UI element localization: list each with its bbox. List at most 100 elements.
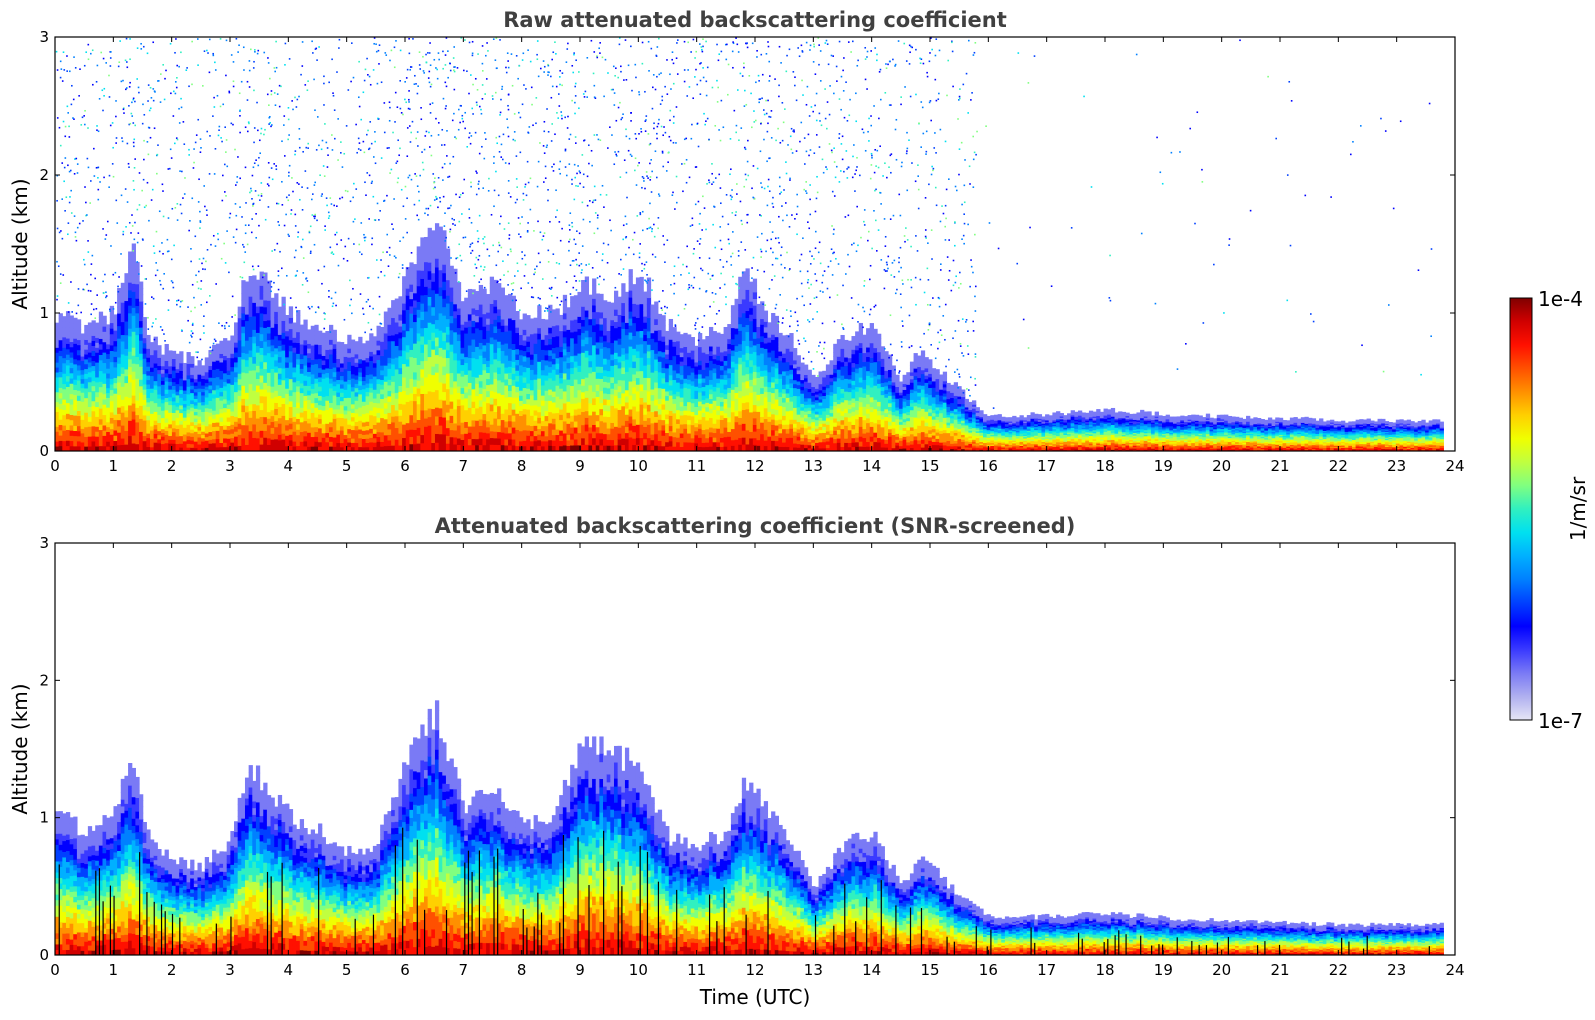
heatmap-cell	[372, 349, 378, 355]
heatmap-cell	[369, 446, 374, 451]
heatmap-cell	[566, 406, 571, 413]
heatmap-cell	[303, 370, 308, 376]
heatmap-cell	[226, 361, 231, 367]
heatmap-cell	[354, 404, 359, 410]
heatmap-cell	[420, 237, 425, 247]
heatmap-cell	[69, 315, 74, 322]
heatmap-cell	[179, 443, 184, 448]
heatmap-cell	[471, 413, 476, 421]
heatmap-cell	[347, 424, 352, 430]
heatmap-cell	[413, 393, 418, 402]
heatmap-cell	[307, 334, 312, 340]
heatmap-cell	[255, 306, 261, 314]
heatmap-cell	[497, 360, 502, 368]
heatmap-cell	[128, 335, 133, 345]
heatmap-cell	[160, 410, 166, 415]
heatmap-cell	[650, 310, 655, 317]
heatmap-cell	[369, 383, 374, 389]
heatmap-cell	[215, 417, 220, 423]
heatmap-cell	[690, 420, 695, 426]
heatmap-cell	[204, 397, 210, 402]
heatmap-cell	[193, 428, 199, 432]
heatmap-cell	[416, 403, 421, 413]
heatmap-cell	[244, 320, 250, 328]
heatmap-cell	[738, 424, 743, 432]
heatmap-cell	[336, 354, 341, 359]
heatmap-cell	[376, 349, 381, 356]
heatmap-cell	[274, 366, 279, 373]
heatmap-cell	[142, 384, 147, 390]
heatmap-cell	[55, 396, 60, 403]
heatmap-cell	[288, 384, 294, 391]
heatmap-cell	[343, 372, 348, 378]
heatmap-cell	[383, 343, 389, 350]
heatmap-cell	[248, 282, 253, 290]
heatmap-cell	[87, 381, 93, 388]
heatmap-cell	[478, 425, 484, 433]
heatmap-cell	[318, 372, 323, 378]
heatmap-cell	[263, 382, 268, 390]
heatmap-cell	[80, 401, 85, 407]
heatmap-cell	[508, 336, 513, 343]
heatmap-cell	[690, 389, 695, 395]
heatmap-cell	[424, 343, 429, 353]
heatmap-cell	[394, 333, 400, 341]
heatmap-cell	[592, 364, 597, 372]
heatmap-cell	[719, 428, 725, 434]
heatmap-cell	[639, 417, 644, 425]
heatmap-cell	[566, 362, 571, 369]
heatmap-cell	[420, 385, 425, 394]
heatmap-cell	[62, 445, 67, 451]
heatmap-cell	[646, 410, 652, 419]
heatmap-cell	[263, 361, 268, 370]
heatmap-cell	[515, 343, 520, 350]
heatmap-cell	[142, 317, 147, 323]
heatmap-cell	[391, 410, 396, 417]
heatmap-cell	[55, 362, 60, 368]
heatmap-cell	[588, 420, 593, 428]
heatmap-cell	[314, 344, 319, 350]
heatmap-cell	[687, 370, 692, 376]
heatmap-cell	[632, 412, 637, 420]
heatmap-cell	[679, 397, 684, 403]
heatmap-cell	[193, 441, 199, 445]
heatmap-cell	[296, 413, 301, 419]
heatmap-cell	[515, 375, 520, 382]
heatmap-cell	[394, 327, 400, 335]
heatmap-cell	[106, 368, 111, 374]
heatmap-cell	[679, 392, 684, 398]
heatmap-cell	[661, 330, 666, 337]
heatmap-cell	[595, 360, 600, 367]
heatmap-cell	[146, 361, 151, 367]
heatmap-cell	[405, 429, 410, 438]
heatmap-cell	[131, 339, 136, 348]
heatmap-cell	[438, 442, 443, 451]
heatmap-cell	[149, 375, 155, 381]
heatmap-cell	[734, 380, 739, 388]
heatmap-cell	[464, 356, 469, 364]
heatmap-cell	[730, 422, 736, 430]
heatmap-cell	[230, 442, 235, 448]
heatmap-cell	[431, 442, 436, 451]
heatmap-cell	[270, 344, 275, 352]
heatmap-cell	[544, 385, 549, 391]
heatmap-cell	[427, 279, 432, 289]
heatmap-cell	[263, 272, 268, 280]
heatmap-cell	[244, 385, 250, 393]
heatmap-cell	[120, 321, 126, 329]
heatmap-cell	[252, 410, 257, 418]
heatmap-cell	[325, 363, 330, 369]
heatmap-cell	[683, 432, 688, 438]
heatmap-cell	[471, 376, 476, 384]
heatmap-cell	[248, 424, 253, 432]
heatmap-cell	[336, 350, 341, 355]
heatmap-cell	[482, 363, 487, 371]
heatmap-cell	[307, 404, 312, 410]
heatmap-cell	[204, 375, 210, 380]
heatmap-cell	[467, 407, 473, 415]
heatmap-cell	[175, 376, 180, 381]
heatmap-cell	[135, 385, 140, 394]
heatmap-cell	[117, 444, 122, 451]
heatmap-cell	[500, 369, 505, 377]
heatmap-cell	[398, 367, 403, 375]
